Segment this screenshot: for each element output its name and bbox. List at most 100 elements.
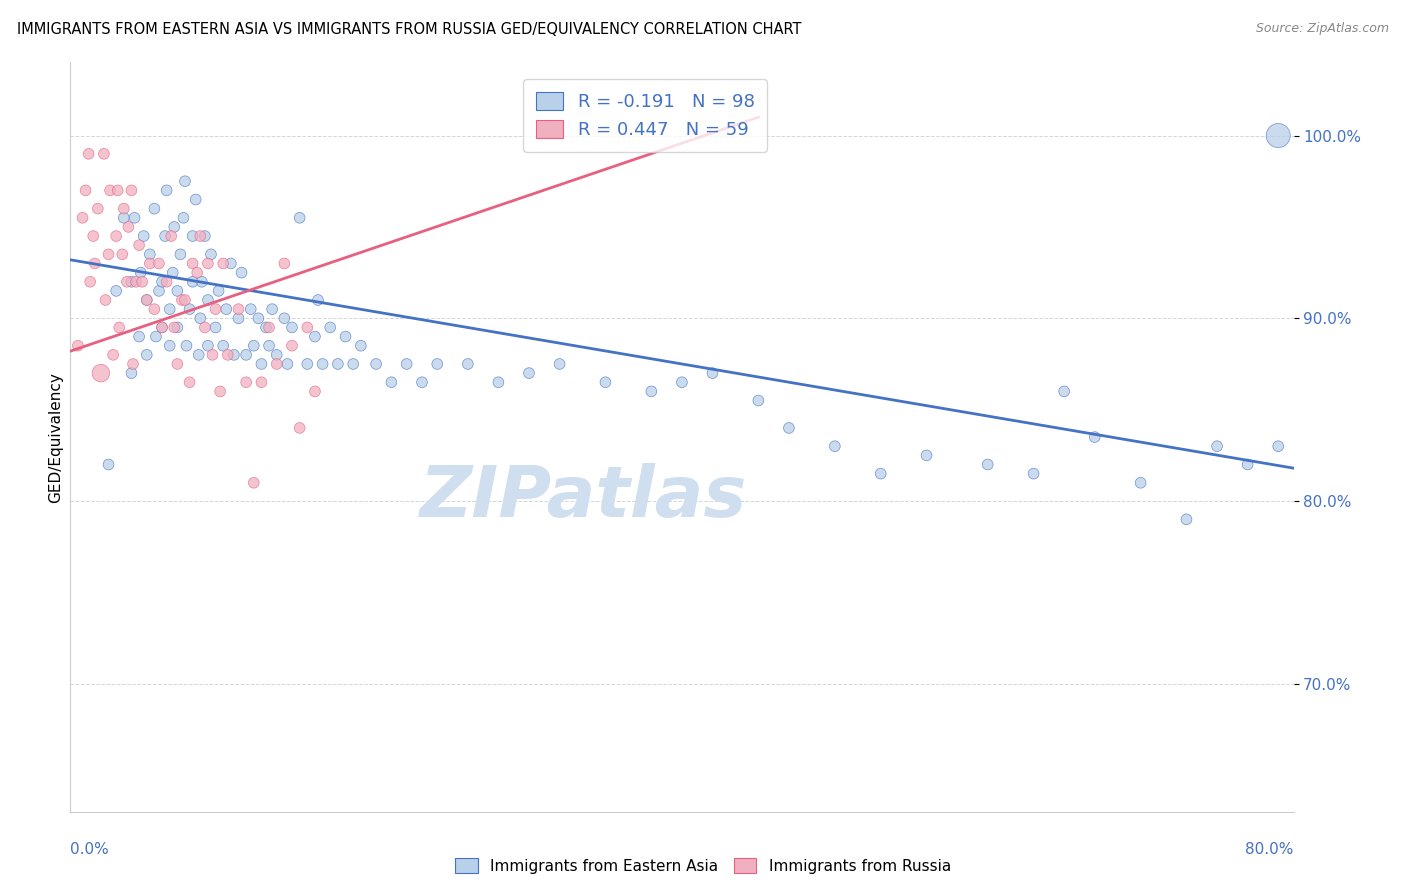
Point (101, 348, 124, 362)
Point (426, 357, 449, 371)
Point (235, 376, 257, 390)
Point (156, 183, 179, 197)
Point (366, 357, 388, 371)
Point (132, 229, 155, 244)
Point (201, 348, 224, 362)
Point (181, 275, 204, 289)
Point (281, 339, 304, 353)
Point (266, 357, 288, 371)
Point (148, 256, 170, 270)
Point (121, 366, 143, 380)
Point (197, 256, 219, 270)
Point (143, 302, 166, 317)
Point (66, 339, 89, 353)
Point (94, 293, 117, 307)
Point (243, 475, 266, 490)
Point (194, 320, 217, 334)
Point (97, 458, 120, 472)
Point (197, 339, 219, 353)
Point (640, 384, 662, 399)
Point (342, 357, 364, 371)
Point (184, 193, 207, 207)
Point (1267, 128, 1289, 143)
Point (209, 384, 232, 399)
Point (254, 320, 277, 334)
Point (304, 329, 326, 343)
Point (87, 202, 110, 216)
Point (135, 293, 157, 307)
Point (228, 302, 250, 317)
Point (1084, 430, 1107, 444)
Point (204, 302, 226, 317)
Point (250, 357, 273, 371)
Point (671, 376, 693, 390)
Point (150, 320, 173, 334)
Point (191, 275, 214, 289)
Point (174, 293, 197, 307)
Point (179, 376, 201, 390)
Point (1053, 384, 1076, 399)
Point (595, 376, 617, 390)
Point (319, 320, 342, 334)
Point (163, 320, 186, 334)
Point (166, 357, 188, 371)
Point (194, 229, 217, 244)
Point (215, 302, 238, 317)
Text: 80.0%: 80.0% (1246, 842, 1294, 856)
Point (1236, 458, 1258, 472)
Point (179, 302, 201, 317)
Point (200, 247, 222, 261)
Point (129, 266, 152, 280)
Point (197, 293, 219, 307)
Point (150, 275, 173, 289)
Point (288, 421, 311, 435)
Point (186, 266, 208, 280)
Point (97, 247, 120, 261)
Point (83, 256, 105, 270)
Point (247, 311, 270, 326)
Point (143, 202, 166, 216)
Point (121, 183, 143, 197)
Point (90, 366, 112, 380)
Point (488, 376, 510, 390)
Point (222, 348, 245, 362)
Point (1267, 439, 1289, 453)
Point (297, 320, 319, 334)
Point (163, 219, 186, 234)
Point (548, 357, 571, 371)
Point (257, 339, 280, 353)
Point (976, 458, 998, 472)
Point (228, 311, 250, 326)
Point (117, 219, 139, 234)
Point (166, 284, 188, 298)
Point (108, 320, 131, 334)
Y-axis label: GED/Equivalency: GED/Equivalency (48, 372, 63, 502)
Point (457, 357, 479, 371)
Point (915, 448, 938, 462)
Point (304, 384, 326, 399)
Point (262, 302, 284, 317)
Legend: R = -0.191   N = 98, R = 0.447   N = 59: R = -0.191 N = 98, R = 0.447 N = 59 (523, 79, 768, 152)
Point (77, 146, 100, 161)
Point (335, 329, 357, 343)
Point (212, 339, 235, 353)
Point (297, 357, 319, 371)
Point (176, 339, 198, 353)
Point (243, 339, 266, 353)
Point (111, 247, 134, 261)
Point (824, 439, 846, 453)
Point (326, 357, 349, 371)
Point (239, 302, 262, 317)
Point (281, 320, 304, 334)
Point (135, 348, 157, 362)
Point (124, 211, 146, 225)
Point (121, 275, 143, 289)
Point (276, 357, 298, 371)
Point (156, 275, 179, 289)
Text: ZIPatlas: ZIPatlas (420, 463, 748, 532)
Point (93, 146, 115, 161)
Point (288, 211, 311, 225)
Point (411, 376, 433, 390)
Point (160, 229, 183, 244)
Point (217, 348, 239, 362)
